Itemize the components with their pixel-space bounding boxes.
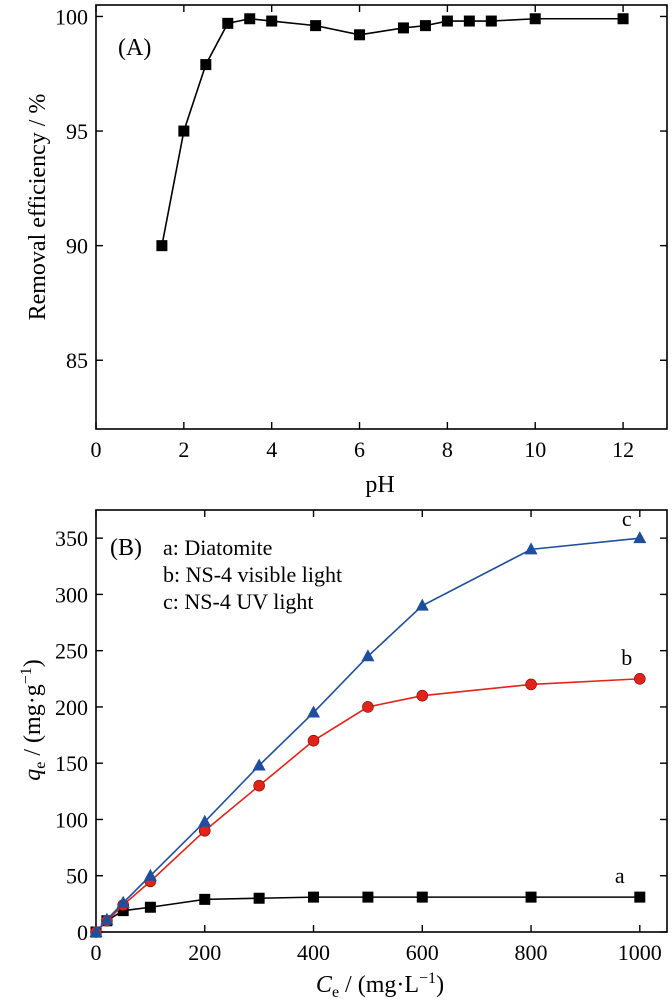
panel-a-data-point-0: [485, 15, 497, 27]
panel-b-y-tick-label: 250: [55, 639, 88, 664]
panel-b-label: (B): [110, 535, 142, 561]
panel-b-data-point-c: [524, 542, 538, 555]
panel-b-x-tick-label: 400: [297, 940, 330, 965]
panel-a-data-point-0: [200, 59, 212, 71]
panel-b-y-axis-title: qe / (mg·g−1): [18, 659, 49, 780]
panel-b-data-point-a: [199, 893, 211, 905]
panel-b-data-point-b: [634, 672, 646, 685]
panel-b-data-point-c: [415, 598, 429, 611]
panel-b-x-tick-label: 800: [515, 940, 548, 965]
panel-b-y-tick-label: 50: [66, 864, 88, 889]
panel-a-x-tick-label: 10: [524, 437, 546, 462]
panel-a-data-point-0: [266, 15, 278, 27]
panel-b-data-point-a: [253, 892, 265, 904]
panel-b-data-point-c: [361, 649, 375, 662]
legend-entry-b: b: NS-4 visible light: [163, 562, 342, 587]
panel-b-series-label-b: b: [621, 645, 632, 670]
legend-entry-c: c: NS-4 UV light: [163, 589, 314, 614]
panel-a-y-tick-label: 100: [55, 4, 88, 29]
panel-b-plot-frame: [95, 509, 668, 933]
panel-a-y-tick-label: 85: [66, 348, 88, 373]
panel-b-data-point-b: [362, 701, 374, 713]
panel-a-data-point-0: [529, 13, 541, 25]
panel-a-x-tick-label: 0: [91, 437, 102, 462]
panel-b-y-tick-label: 150: [55, 751, 88, 776]
panel-a-data-point-0: [178, 125, 190, 137]
panel-b-y-tick-label: 0: [77, 920, 88, 945]
panel-b-data-point-c: [307, 705, 321, 718]
panel-a-data-point-0: [397, 22, 409, 34]
panel-a-data-point-0: [156, 240, 168, 252]
panel-a-x-tick-label: 2: [178, 437, 189, 462]
panel-b-data-point-c: [100, 912, 114, 925]
panel-b-data-point-b: [416, 689, 429, 702]
panel-b-y-tick-label: 350: [55, 526, 88, 551]
panel-b-data-point-b: [307, 734, 320, 747]
panel-b-data-point-c: [116, 895, 130, 908]
panel-b-x-tick-label: 600: [406, 940, 439, 965]
panel-b-data-point-a: [144, 901, 156, 913]
panel-a-data-point-0: [617, 13, 629, 25]
panel-a-x-tick-label: 12: [612, 437, 634, 462]
panel-b-y-tick-label: 100: [55, 807, 88, 832]
panel-a-label: (A): [118, 35, 151, 61]
panel-a-y-axis-title: Removal efficiency / %: [25, 94, 51, 321]
panel-b-data-point-c: [198, 814, 212, 827]
panel-b-data-point-a: [308, 891, 320, 903]
panel-b-series-label-c: c: [622, 506, 632, 531]
panel-b-data-point-c: [89, 925, 103, 937]
panel-a-chart: (A) pH Removal efficiency / % 0 2 4 6 8 10 12 8…: [25, 4, 668, 498]
panel-b-data-point-a: [416, 891, 428, 903]
panel-b-y-tick-label: 300: [55, 582, 88, 607]
panel-b-x-tick-label: 1000: [618, 940, 662, 965]
panel-a-series-line-0: [161, 17, 624, 246]
panel-a-data-point-0: [244, 13, 256, 25]
panel-a-y-tick-label: 95: [66, 119, 88, 144]
panel-a-data-point-0: [310, 20, 322, 32]
panel-b-data-point-c: [633, 531, 647, 544]
panel-b-data-point-c: [252, 758, 266, 771]
panel-a-x-tick-label: 8: [442, 437, 453, 462]
panel-a-x-tick-label: 4: [266, 437, 277, 462]
panel-b-x-axis-title: Ce / (mg·L−1): [316, 970, 444, 1000]
panel-b-data-point-b: [198, 824, 211, 837]
panel-a-plot-frame: [95, 4, 668, 430]
panel-b-data-point-b: [253, 779, 265, 792]
panel-b-x-tick-label: 0: [91, 940, 102, 965]
panel-b-chart: (B) Ce / (mg·L−1) qe / (mg·g−1) a: Diato…: [18, 506, 668, 1000]
panel-a-data-point-0: [441, 15, 453, 27]
panel-b-data-point-c: [143, 868, 157, 881]
panel-b-data-point-a: [634, 891, 646, 903]
panel-b-data-point-b: [525, 678, 537, 691]
panel-b-series-label-a: a: [615, 863, 625, 888]
panel-a-data-point-0: [463, 15, 475, 27]
panel-a-data-point-0: [222, 17, 234, 29]
panel-a-y-tick-label: 90: [66, 234, 88, 259]
panel-a-x-tick-label: 6: [354, 437, 365, 462]
panel-a-data-point-0: [419, 20, 431, 32]
panel-b-x-tick-label: 200: [188, 940, 221, 965]
legend-entry-a: a: Diatomite: [163, 535, 272, 560]
panel-b-y-tick-label: 200: [55, 695, 88, 720]
panel-a-x-axis-title: pH: [365, 472, 394, 498]
panel-b-data-point-a: [525, 891, 537, 903]
panel-b-data-point-a: [362, 891, 374, 903]
legend: a: Diatomite b: NS-4 visible light c: NS…: [163, 535, 342, 614]
panel-a-data-point-0: [354, 29, 366, 41]
